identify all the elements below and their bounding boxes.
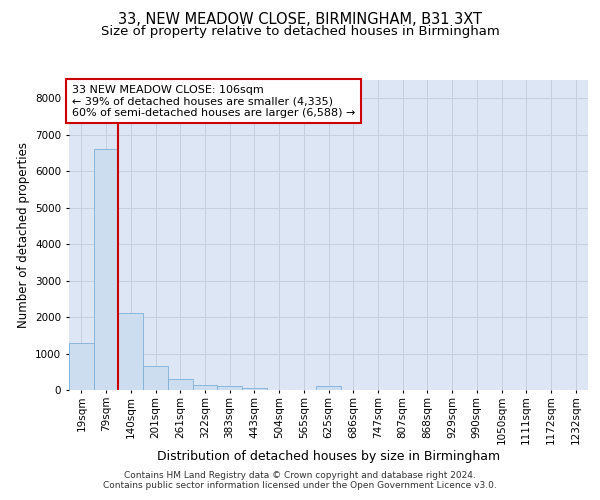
Bar [143,366,168,390]
Bar [118,314,143,390]
Text: Contains public sector information licensed under the Open Government Licence v3: Contains public sector information licen… [103,481,497,490]
Bar [217,386,242,390]
X-axis label: Distribution of detached houses by size in Birmingham: Distribution of detached houses by size … [157,450,500,463]
Text: Size of property relative to detached houses in Birmingham: Size of property relative to detached ho… [101,25,499,38]
Bar [316,386,341,390]
Text: 33, NEW MEADOW CLOSE, BIRMINGHAM, B31 3XT: 33, NEW MEADOW CLOSE, BIRMINGHAM, B31 3X… [118,12,482,28]
Text: 33 NEW MEADOW CLOSE: 106sqm
← 39% of detached houses are smaller (4,335)
60% of : 33 NEW MEADOW CLOSE: 106sqm ← 39% of det… [71,84,355,118]
Bar [193,386,217,390]
Text: Contains HM Land Registry data © Crown copyright and database right 2024.: Contains HM Land Registry data © Crown c… [124,471,476,480]
Bar [69,342,94,390]
Bar [94,150,118,390]
Bar [242,388,267,390]
Y-axis label: Number of detached properties: Number of detached properties [17,142,29,328]
Bar [168,379,193,390]
